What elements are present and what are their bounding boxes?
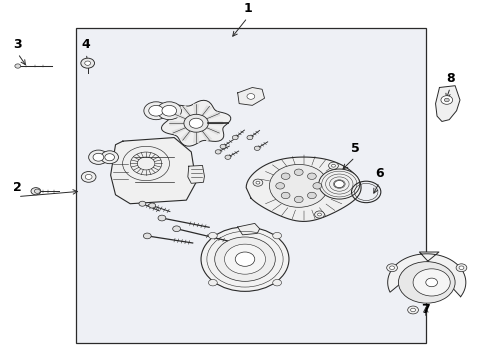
Polygon shape (180, 130, 192, 141)
Circle shape (224, 244, 266, 274)
Circle shape (15, 64, 21, 68)
Circle shape (313, 183, 322, 189)
Text: 1: 1 (243, 2, 252, 15)
Text: 4: 4 (82, 38, 91, 51)
Circle shape (273, 233, 282, 239)
Text: 2: 2 (13, 181, 22, 194)
Circle shape (201, 227, 289, 291)
Circle shape (390, 266, 394, 270)
Text: 5: 5 (350, 142, 359, 155)
Circle shape (89, 150, 108, 165)
Circle shape (184, 114, 208, 132)
Text: 7: 7 (421, 303, 430, 316)
Circle shape (149, 203, 156, 208)
Circle shape (144, 233, 151, 239)
Circle shape (81, 58, 95, 68)
Polygon shape (200, 105, 212, 116)
Circle shape (308, 192, 316, 199)
Circle shape (270, 165, 328, 207)
Circle shape (105, 154, 115, 161)
Circle shape (172, 226, 180, 231)
Bar (76, 28, 426, 343)
Circle shape (408, 306, 418, 314)
Circle shape (387, 264, 397, 272)
Circle shape (459, 266, 464, 270)
Polygon shape (436, 86, 460, 121)
Polygon shape (206, 126, 221, 135)
Circle shape (208, 233, 217, 239)
Circle shape (294, 196, 303, 203)
Text: 6: 6 (375, 167, 384, 180)
Circle shape (85, 174, 92, 179)
Polygon shape (238, 87, 265, 105)
Circle shape (411, 308, 416, 312)
Circle shape (308, 173, 316, 179)
Polygon shape (161, 100, 231, 146)
Circle shape (247, 135, 253, 140)
Circle shape (232, 135, 238, 140)
Polygon shape (111, 138, 196, 204)
Circle shape (456, 264, 467, 272)
Circle shape (329, 162, 339, 169)
Circle shape (413, 269, 450, 296)
Circle shape (441, 96, 453, 104)
Circle shape (319, 169, 360, 199)
Circle shape (208, 279, 217, 286)
Circle shape (235, 252, 255, 266)
Circle shape (85, 61, 91, 65)
Circle shape (93, 153, 104, 161)
Polygon shape (170, 121, 184, 126)
Polygon shape (238, 224, 260, 235)
Circle shape (158, 215, 166, 221)
Circle shape (273, 279, 282, 286)
Circle shape (256, 181, 260, 184)
Circle shape (81, 171, 96, 182)
Circle shape (149, 105, 163, 116)
Polygon shape (200, 130, 212, 141)
Polygon shape (172, 126, 187, 135)
Circle shape (144, 102, 168, 120)
Circle shape (215, 237, 275, 281)
Polygon shape (246, 157, 361, 221)
Circle shape (162, 105, 176, 116)
Circle shape (253, 179, 263, 186)
Circle shape (139, 201, 146, 206)
Polygon shape (208, 121, 223, 126)
Circle shape (332, 164, 336, 167)
Circle shape (318, 213, 321, 216)
Circle shape (281, 192, 290, 199)
Polygon shape (193, 104, 199, 114)
Circle shape (101, 151, 119, 164)
Polygon shape (388, 252, 466, 297)
Circle shape (315, 211, 324, 218)
Polygon shape (180, 105, 192, 116)
Circle shape (34, 189, 40, 193)
Circle shape (426, 278, 438, 287)
Polygon shape (172, 112, 187, 120)
Circle shape (225, 155, 231, 159)
Circle shape (157, 102, 181, 120)
Polygon shape (206, 112, 221, 120)
Circle shape (254, 146, 260, 150)
Circle shape (189, 118, 203, 128)
Circle shape (31, 188, 41, 195)
Circle shape (276, 183, 285, 189)
Circle shape (398, 262, 455, 303)
Polygon shape (193, 132, 199, 143)
Polygon shape (188, 166, 204, 183)
Circle shape (294, 169, 303, 175)
Circle shape (281, 173, 290, 179)
Text: 8: 8 (446, 72, 455, 85)
Circle shape (444, 98, 449, 102)
Circle shape (215, 150, 221, 154)
Text: 3: 3 (14, 38, 22, 51)
Circle shape (334, 180, 344, 188)
Circle shape (247, 94, 255, 99)
Circle shape (220, 144, 226, 149)
